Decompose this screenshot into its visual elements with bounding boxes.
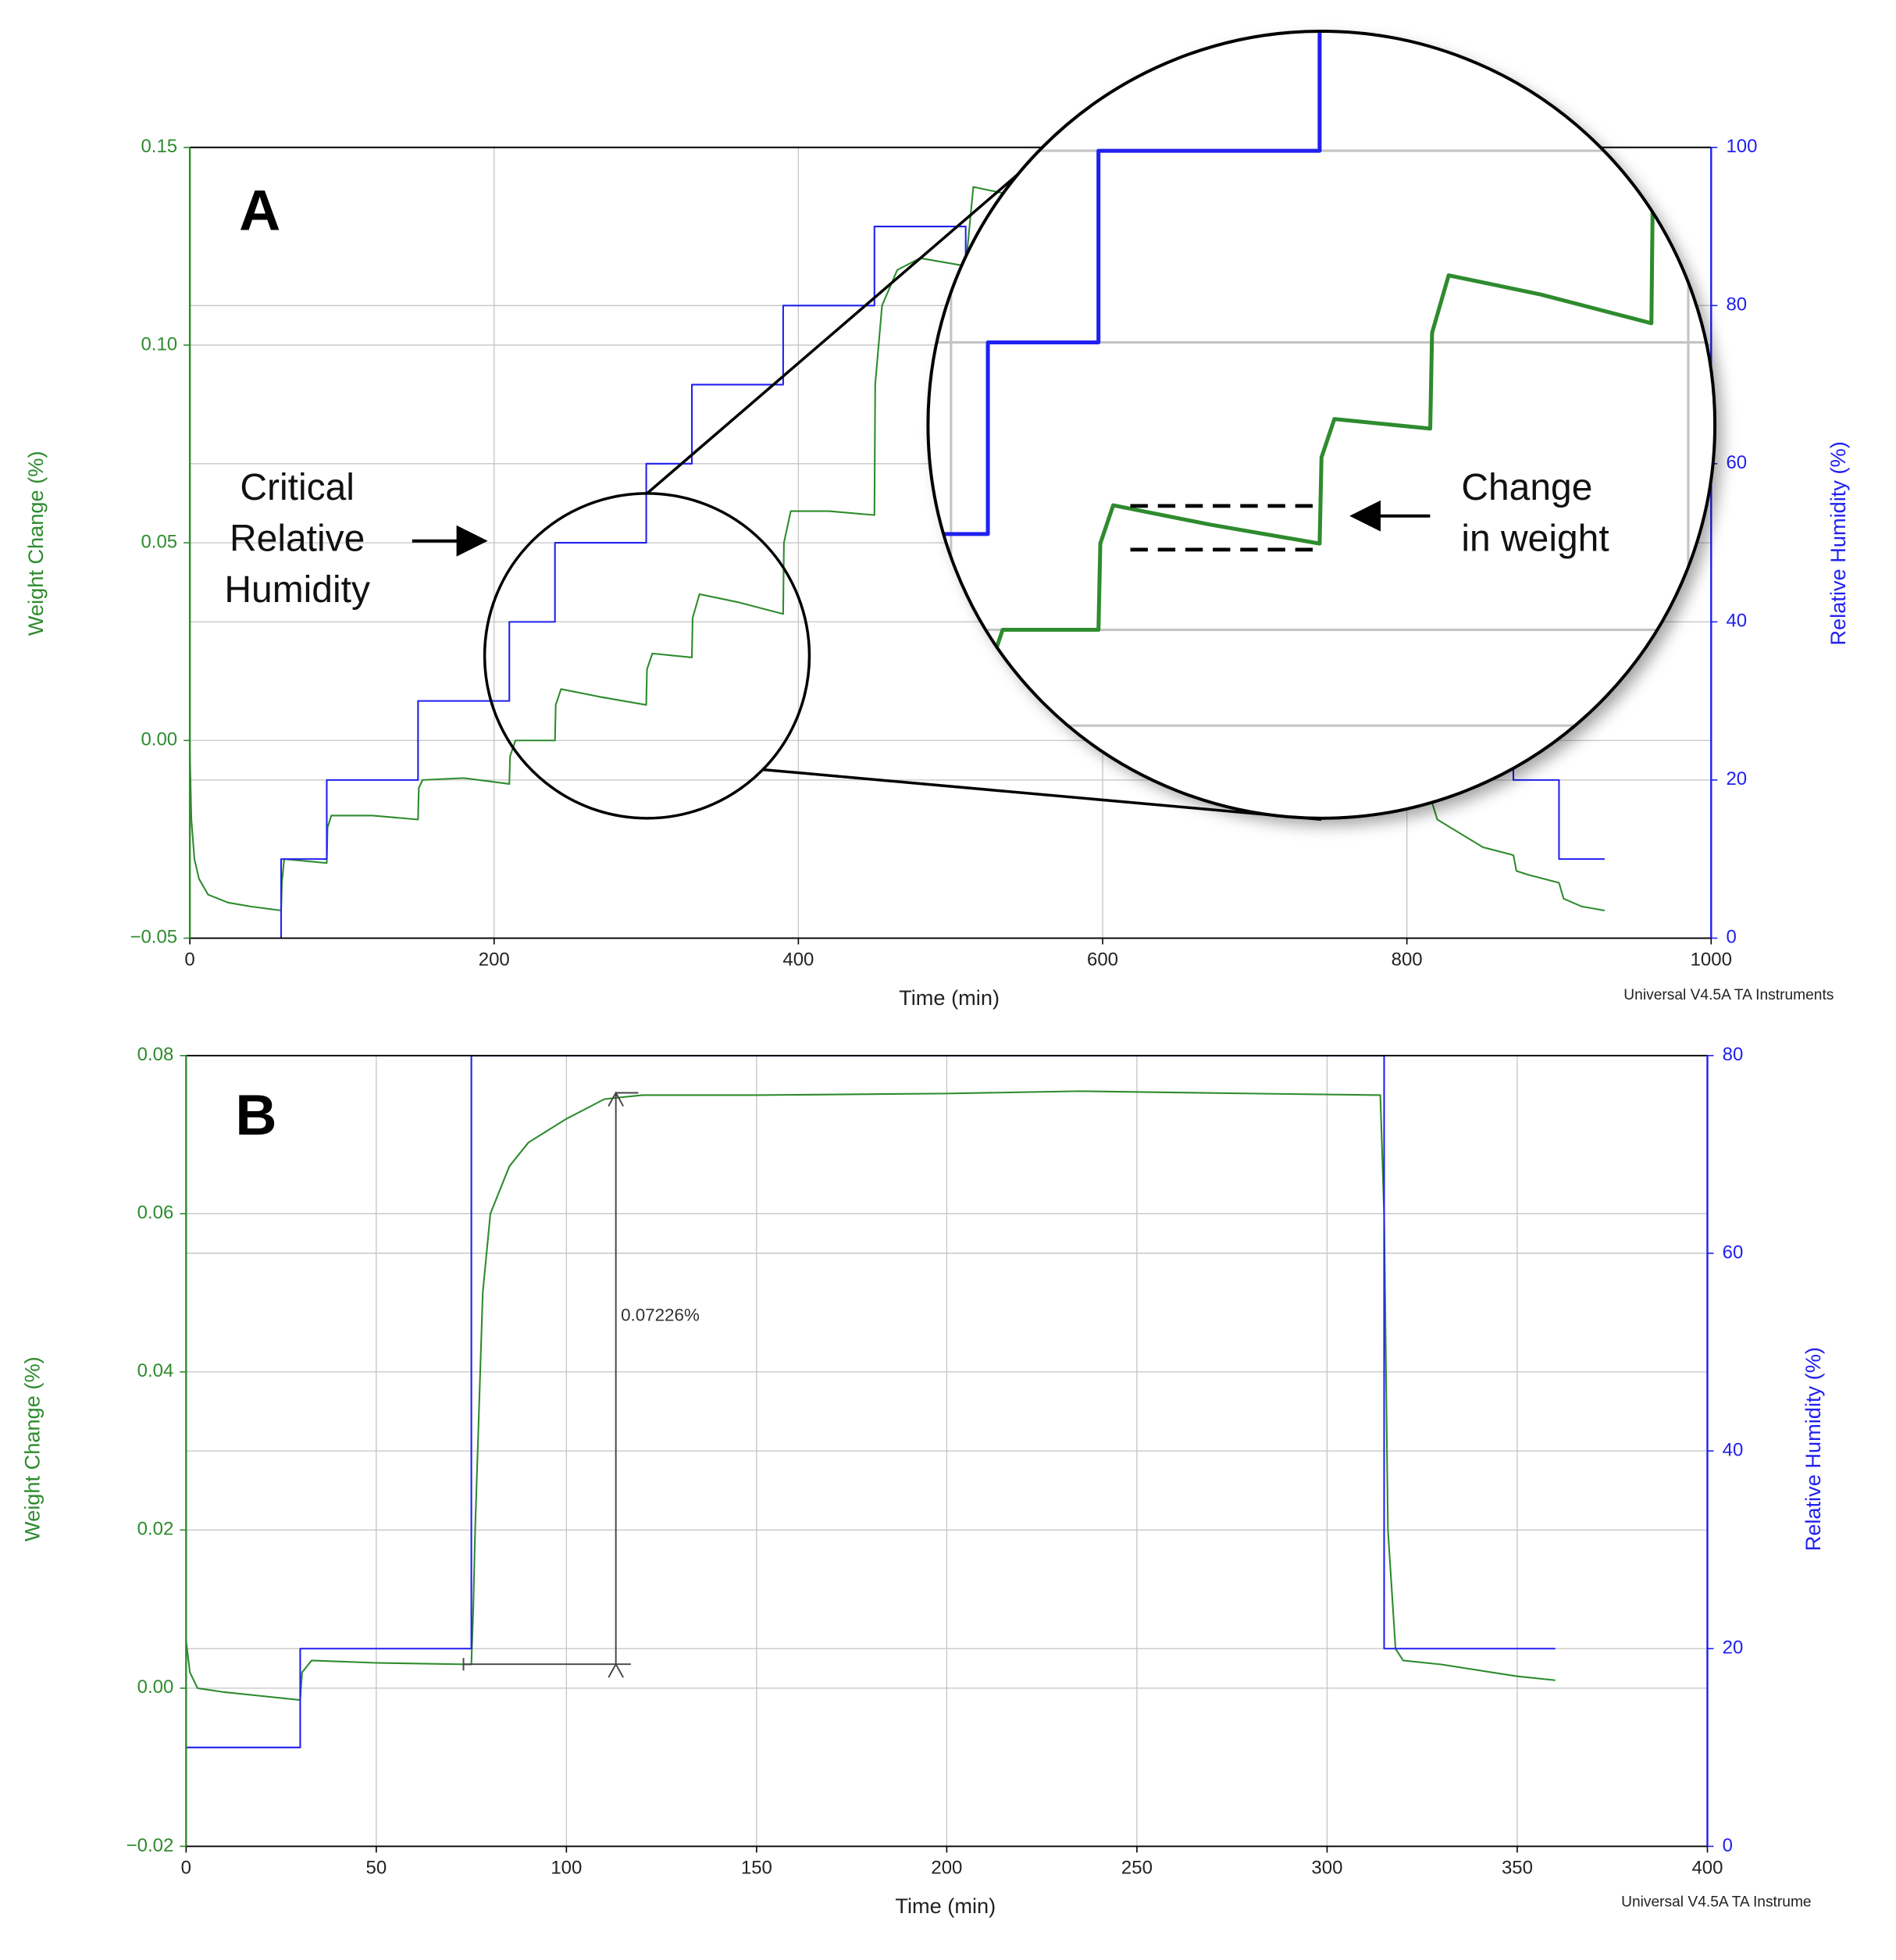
y2-tick-label: 20 bbox=[1723, 1637, 1744, 1659]
annotation: Relative bbox=[230, 518, 365, 559]
y-tick-label: 0.05 bbox=[141, 531, 177, 552]
x-axis-label: Time (min) bbox=[895, 1894, 996, 1918]
x-axis-label: Time (min) bbox=[899, 985, 1000, 1010]
footer: Universal V4.5A TA Instrume bbox=[1621, 1894, 1811, 1910]
y-tick-label: 0.04 bbox=[137, 1360, 174, 1381]
x-tick-label: 600 bbox=[1087, 950, 1118, 971]
x-tick-label: 350 bbox=[1502, 1858, 1533, 1879]
inset-bg bbox=[928, 30, 1716, 818]
measure-label: 0.07226% bbox=[621, 1305, 700, 1324]
y2-tick-label: 20 bbox=[1726, 768, 1747, 789]
x-tick-label: 100 bbox=[551, 1858, 582, 1879]
y2-tick-label: 0 bbox=[1723, 1835, 1733, 1856]
y-tick-label: 0.06 bbox=[137, 1203, 174, 1224]
panel: 0 50 100 150 200 250 300 350 400−0.020.000.020.0… bbox=[20, 1044, 1825, 1918]
y-axis-label: Weight Change (%) bbox=[23, 451, 48, 636]
y-axis-label: Weight Change (%) bbox=[20, 1356, 44, 1541]
x-tick-label: 400 bbox=[782, 950, 814, 971]
y-tick-label: −0.02 bbox=[127, 1835, 174, 1856]
y-tick-label: 0.15 bbox=[141, 136, 177, 157]
y-tick-label: 0.00 bbox=[141, 729, 177, 750]
weight-line bbox=[186, 1090, 1556, 1702]
zoom-connector bbox=[646, 146, 1050, 495]
x-tick-label: 50 bbox=[365, 1858, 387, 1879]
x-tick-label: 300 bbox=[1311, 1858, 1342, 1879]
y2-tick-label: 40 bbox=[1723, 1439, 1744, 1460]
y2-tick-label: 100 bbox=[1726, 136, 1757, 157]
y-tick-label: 0.02 bbox=[137, 1519, 174, 1540]
humidity-line bbox=[186, 1055, 1556, 1748]
plot-area bbox=[186, 1055, 1708, 1847]
y-tick-label: −0.05 bbox=[130, 927, 177, 948]
x-tick-label: 150 bbox=[741, 1858, 772, 1879]
y2-axis-label: Relative Humidity (%) bbox=[1826, 441, 1850, 645]
x-tick-label: 250 bbox=[1121, 1858, 1153, 1879]
y-tick-label: 0.10 bbox=[141, 333, 177, 355]
x-tick-label: 200 bbox=[931, 1858, 962, 1879]
y2-tick-label: 40 bbox=[1726, 611, 1747, 632]
y2-tick-label: 80 bbox=[1726, 294, 1747, 315]
y2-tick-label: 60 bbox=[1723, 1242, 1744, 1263]
y2-tick-label: 0 bbox=[1726, 927, 1736, 948]
x-tick-label: 800 bbox=[1392, 950, 1423, 971]
annotation: in weight bbox=[1461, 518, 1609, 559]
x-tick-label: 1000 bbox=[1691, 950, 1732, 971]
zoom-connector bbox=[761, 768, 1322, 821]
annotation: Change bbox=[1461, 467, 1592, 508]
y2-axis-label: Relative Humidity (%) bbox=[1801, 1347, 1825, 1551]
x-tick-label: 200 bbox=[479, 950, 510, 971]
y-tick-label: 0.00 bbox=[137, 1677, 174, 1698]
y2-tick-label: 80 bbox=[1723, 1044, 1744, 1065]
x-tick-label: 0 bbox=[181, 1858, 191, 1879]
panel-label: B bbox=[235, 1082, 276, 1147]
panel: 0 200 400 600 800 1000 −0.05 0.00 0.05 0.10 0.15 0 2… bbox=[23, 29, 1850, 1010]
y-tick-label: 0.08 bbox=[137, 1044, 174, 1065]
y2-tick-label: 60 bbox=[1726, 452, 1747, 473]
x-tick-label: 0 bbox=[184, 950, 194, 971]
panel-label: A bbox=[239, 178, 280, 243]
annotation: Critical bbox=[240, 467, 355, 508]
x-tick-label: 400 bbox=[1691, 1858, 1723, 1879]
annotation: Humidity bbox=[224, 569, 370, 611]
footer: Universal V4.5A TA Instruments bbox=[1623, 987, 1834, 1003]
inset-border bbox=[926, 29, 1717, 820]
